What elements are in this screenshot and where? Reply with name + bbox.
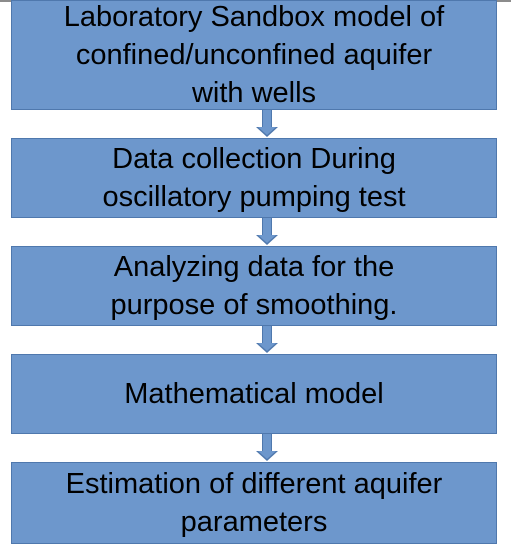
step-text-line: oscillatory pumping test xyxy=(102,181,406,213)
step-text-line: Mathematical model xyxy=(124,378,384,410)
step-data-analysis: Analyzing data for the purpose of smooth… xyxy=(11,246,497,326)
step-text-line: Laboratory Sandbox model of xyxy=(63,1,445,33)
step-text-line: Estimation of different aquifer xyxy=(65,468,443,500)
step-mathematical-model: Mathematical model xyxy=(11,354,497,434)
down-arrow-icon xyxy=(256,434,278,462)
down-arrow-icon xyxy=(256,218,278,246)
step-data-collection: Data collection During oscillatory pumpi… xyxy=(11,138,497,218)
down-arrow-icon xyxy=(256,326,278,354)
step-text-line: with wells xyxy=(191,77,317,109)
step-parameter-estimation: Estimation of different aquifer paramete… xyxy=(11,462,497,544)
step-text-line: parameters xyxy=(180,506,328,538)
step-text-line: Analyzing data for the xyxy=(113,251,395,283)
down-arrow-icon xyxy=(256,110,278,138)
step-text-line: Data collection During xyxy=(112,143,396,175)
step-text-line: purpose of smoothing. xyxy=(110,289,398,321)
step-sandbox-model: Laboratory Sandbox model of confined/unc… xyxy=(11,0,497,110)
step-text-line: confined/unconfined aquifer xyxy=(75,39,433,71)
